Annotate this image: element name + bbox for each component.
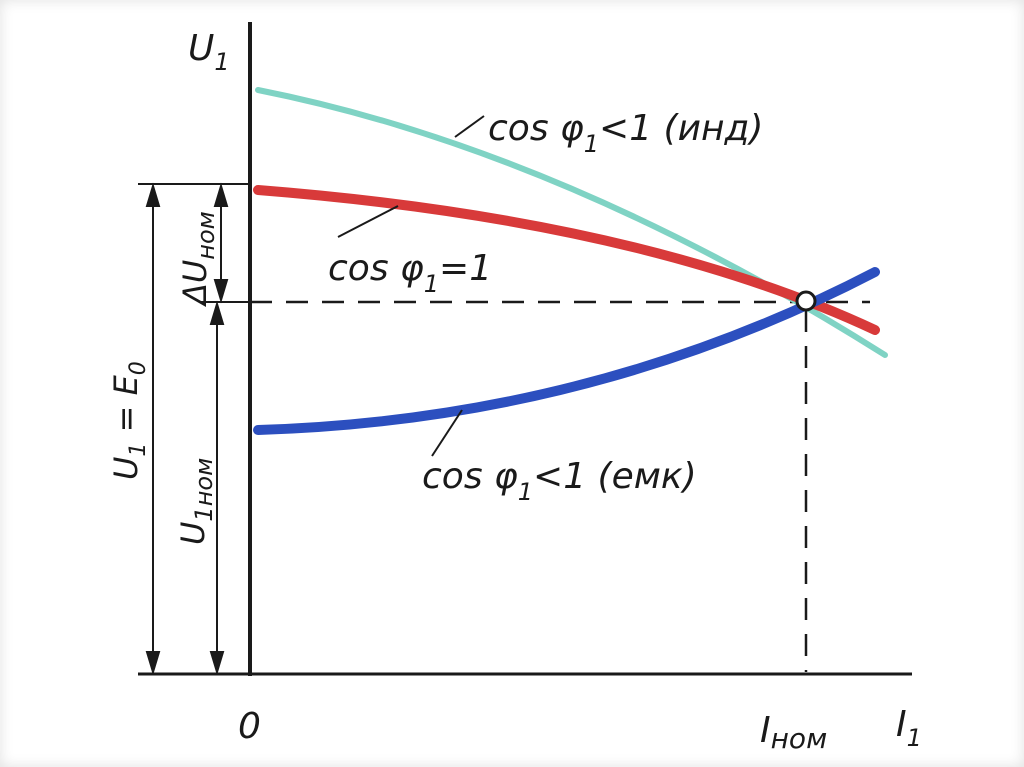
- unom-label: U1ном: [174, 458, 218, 545]
- origin-label: 0: [238, 706, 261, 747]
- nominal-point: [795, 290, 817, 312]
- dunom-dimension-arrow: [213, 182, 229, 304]
- label-cap: cos φ1<1 (емк): [422, 456, 697, 506]
- y-axis-label: U1: [188, 28, 230, 76]
- dunom-label: ΔUном: [176, 211, 220, 308]
- unity-leader: [337, 205, 399, 238]
- label-ind: cos φ1<1 (инд): [488, 108, 763, 158]
- e0-dimension-arrow: [145, 182, 161, 676]
- x-axis-label: I1: [896, 704, 922, 752]
- unom-dimension-arrow: [209, 300, 225, 676]
- ind-leader: [454, 115, 485, 138]
- label-unity: cos φ1=1: [328, 248, 492, 298]
- e0-label: U1 = E0: [107, 361, 151, 480]
- inom-tick-label: Iном: [760, 710, 827, 755]
- curve-cap: [253, 267, 880, 435]
- cap-leader: [431, 409, 463, 457]
